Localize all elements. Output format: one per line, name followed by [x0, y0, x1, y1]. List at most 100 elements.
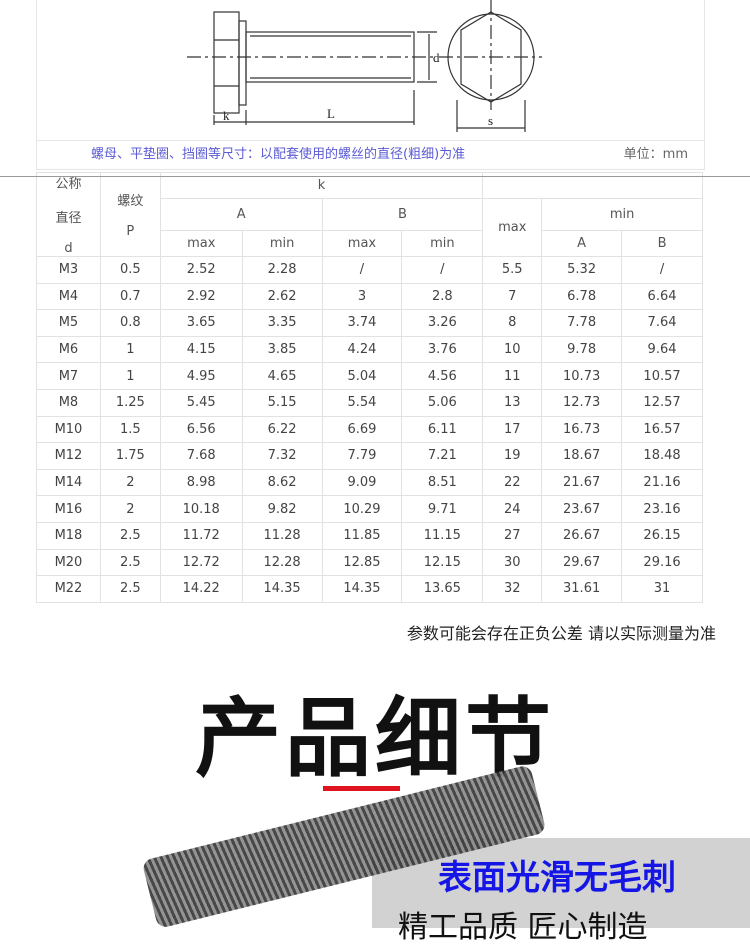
table-cell: 2.8 — [401, 282, 484, 311]
table-row: M7 1 4.95 4.65 5.04 4.56 11 10.73 10.57 — [36, 362, 703, 390]
table-cell: 1 — [99, 362, 161, 390]
table-cell: 1.5 — [99, 415, 161, 444]
table-cell: / — [321, 256, 403, 284]
table-cell: M10 — [36, 415, 101, 444]
table-cell: 6.78 — [541, 282, 623, 311]
header-d: 公称 直径 d — [36, 172, 101, 257]
table-cell: 3.65 — [159, 309, 243, 337]
table-cell: 7.21 — [401, 442, 484, 470]
table-cell: 10.18 — [159, 495, 243, 523]
section-title: 产品细节 — [195, 689, 555, 789]
tolerance-hint: 参数可能会存在正负公差 请以实际测量为准 — [406, 624, 716, 643]
table-cell: 10.73 — [541, 362, 623, 390]
table-cell: 14.35 — [241, 575, 323, 603]
table-cell: 11 — [482, 362, 543, 390]
table-cell: 11.28 — [241, 521, 323, 550]
table-cell: 7.68 — [159, 442, 243, 470]
table-cell: 7.32 — [241, 442, 323, 470]
table-cell: 4.95 — [159, 362, 243, 390]
table-cell: 9.71 — [401, 495, 484, 523]
table-cell: 2.5 — [99, 521, 161, 550]
table-cell: M22 — [36, 575, 101, 603]
table-cell: M14 — [36, 468, 101, 497]
subheader-cell: A — [541, 230, 623, 257]
table-cell: 3.76 — [401, 335, 484, 364]
table-cell: 6.64 — [621, 282, 703, 311]
table-cell: M6 — [36, 335, 101, 364]
table-cell: 2.5 — [99, 548, 161, 577]
table-cell: 2 — [99, 495, 161, 523]
unit-text: 单位：mm — [623, 147, 688, 162]
table-cell: 31.61 — [541, 575, 623, 603]
table-cell: 12.72 — [159, 548, 243, 577]
table-row: M4 0.7 2.92 2.62 3 2.8 7 6.78 6.64 — [36, 282, 703, 311]
table-cell: 29.67 — [541, 548, 623, 577]
table-cell: 2.92 — [159, 282, 243, 311]
table-cell: 3.35 — [241, 309, 323, 337]
table-cell: 8.98 — [159, 468, 243, 497]
table-cell: 3.74 — [321, 309, 403, 337]
table-cell: 3 — [321, 282, 403, 311]
table-cell: M5 — [36, 309, 101, 337]
table-cell: 12.57 — [621, 388, 703, 417]
table-cell: 14.22 — [159, 575, 243, 603]
table-cell: 21.16 — [621, 468, 703, 497]
table-row: M8 1.25 5.45 5.15 5.54 5.06 13 12.73 12.57 — [36, 388, 703, 417]
table-cell: 8.51 — [401, 468, 484, 497]
header-p: 螺纹 P — [99, 172, 161, 257]
table-cell: 13 — [482, 388, 543, 417]
table-cell: 7.78 — [541, 309, 623, 337]
table-cell: 5.04 — [321, 362, 403, 390]
subheader-cell: max — [159, 230, 243, 257]
table-cell: 0.8 — [99, 309, 161, 337]
table-row: M16 2 10.18 9.82 10.29 9.71 24 23.67 23.16 — [36, 495, 703, 523]
header-s-min: min — [541, 198, 703, 231]
subheader-cell: max — [321, 230, 403, 257]
table-cell: 16.57 — [621, 415, 703, 444]
header-k-a: A — [159, 198, 323, 231]
table-cell: 31 — [621, 575, 703, 603]
table-cell: 18.48 — [621, 442, 703, 470]
subheader-cell: min — [241, 230, 323, 257]
label-s: s — [488, 113, 493, 128]
table-row: M22 2.5 14.22 14.35 14.35 13.65 32 31.61 31 — [36, 575, 703, 603]
table-cell: 27 — [482, 521, 543, 550]
table-cell: 2.5 — [99, 575, 161, 603]
table-row: M3 0.5 2.52 2.28//5.5 5.32/ — [36, 256, 703, 284]
table-cell: 2 — [99, 468, 161, 497]
table-cell: 4.65 — [241, 362, 323, 390]
bolt-dimension-drawing: k L d s — [36, 0, 705, 141]
table-cell: M12 — [36, 442, 101, 470]
table-cell: 2.28 — [241, 256, 323, 284]
table-row: M14 2 8.98 8.62 9.09 8.51 22 21.67 21.16 — [36, 468, 703, 497]
table-cell: 0.7 — [99, 282, 161, 311]
table-cell: 32 — [482, 575, 543, 603]
label-k: k — [223, 108, 230, 123]
divider-line — [0, 176, 750, 177]
table-cell: 7.64 — [621, 309, 703, 337]
table-cell: 18.67 — [541, 442, 623, 470]
table-cell: M8 — [36, 388, 101, 417]
table-cell: 24 — [482, 495, 543, 523]
table-cell: 12.73 — [541, 388, 623, 417]
table-cell: 23.67 — [541, 495, 623, 523]
table-cell: 10 — [482, 335, 543, 364]
table-cell: 29.16 — [621, 548, 703, 577]
table-cell: 9.64 — [621, 335, 703, 364]
table-row: M6 1 4.15 3.85 4.24 3.76 10 9.78 9.64 — [36, 335, 703, 364]
title-underline — [323, 786, 400, 791]
table-cell: 22 — [482, 468, 543, 497]
header-k-b: B — [321, 198, 484, 231]
table-cell: 11.85 — [321, 521, 403, 550]
table-cell: / — [401, 256, 484, 284]
table-cell: 3.85 — [241, 335, 323, 364]
table-cell: 16.73 — [541, 415, 623, 444]
table-cell: 6.56 — [159, 415, 243, 444]
table-cell: M20 — [36, 548, 101, 577]
label-d: d — [433, 50, 440, 65]
table-cell: 26.67 — [541, 521, 623, 550]
table-cell: 4.56 — [401, 362, 484, 390]
table-cell: 5.32 — [541, 256, 623, 284]
table-cell: 17 — [482, 415, 543, 444]
